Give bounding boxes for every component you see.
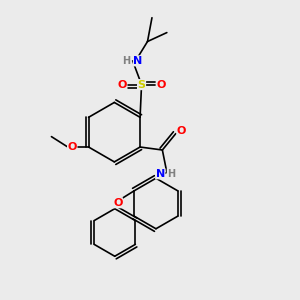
Text: S: S — [138, 80, 146, 90]
Text: O: O — [113, 198, 122, 208]
Text: O: O — [177, 126, 186, 136]
Text: O: O — [156, 80, 166, 90]
Text: H: H — [122, 56, 130, 66]
Text: N: N — [156, 169, 165, 179]
Text: O: O — [68, 142, 77, 152]
Text: H: H — [167, 169, 175, 179]
Text: O: O — [118, 80, 127, 90]
Text: N: N — [134, 56, 142, 66]
